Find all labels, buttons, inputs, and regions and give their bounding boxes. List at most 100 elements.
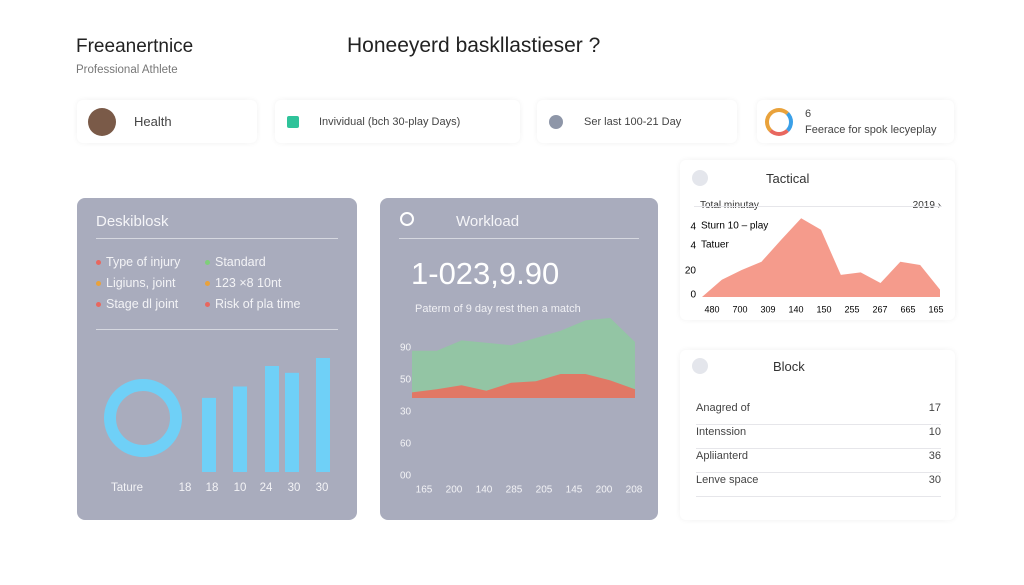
x-tick-label: 145 xyxy=(566,485,583,496)
caption: Paterm of 9 day rest then a match xyxy=(415,303,581,315)
legend-item: Risk of pla time xyxy=(205,297,300,311)
tile-label: Feerace for spok lecyeplay xyxy=(805,123,937,136)
legend-dot xyxy=(205,281,210,287)
tile[interactable]: Invividual (bch 30-play Days) xyxy=(275,100,520,143)
icon xyxy=(692,170,708,186)
avatar xyxy=(88,107,116,136)
divider xyxy=(694,206,942,207)
y-tick-label: 30 xyxy=(400,407,412,418)
table-cell: 30 xyxy=(928,474,941,486)
x-tick-label: 140 xyxy=(476,485,493,496)
series-label: Tatuer xyxy=(701,240,729,251)
legend-item: Type of injury xyxy=(96,255,180,269)
x-tick-label: 665 xyxy=(900,304,915,314)
legend-label: Ligiuns, joint xyxy=(106,276,176,290)
legend-item: 123 ×8 10nt xyxy=(205,276,281,290)
x-label: 30 xyxy=(288,482,301,494)
x-tick-label: 205 xyxy=(536,485,553,496)
panel-title: Workload xyxy=(456,213,520,230)
bar xyxy=(316,358,330,472)
legend-label: Stage dl joint xyxy=(106,297,179,311)
search-icon xyxy=(400,212,414,226)
x-tick-label: 255 xyxy=(844,304,859,314)
tile-label: Health xyxy=(134,114,172,129)
card-subtitle: Total minutay xyxy=(700,200,759,211)
user-icon xyxy=(549,114,563,129)
x-label: 10 xyxy=(234,482,247,494)
app-subtitle: Professional Athlete xyxy=(76,64,178,76)
y-tick-label: 20 xyxy=(685,266,697,277)
legend-label: Type of injury xyxy=(106,255,181,269)
x-tick-label: 140 xyxy=(788,304,803,314)
table-cell: Intenssion xyxy=(696,426,747,438)
x-label: 30 xyxy=(316,482,329,494)
x-label: 18 xyxy=(206,482,219,494)
x-tick-label: 165 xyxy=(416,485,433,496)
area-chart: 4 4 20 0 Sturn 10 – play Tatuer 480 700 309 140 15… xyxy=(685,218,944,314)
x-tick-label: 200 xyxy=(596,485,613,496)
x-tick-label: 200 xyxy=(446,485,463,496)
area xyxy=(412,374,635,398)
y-tick-label: 60 xyxy=(400,439,412,450)
x-tick-label: 700 xyxy=(732,304,747,314)
chart-icon xyxy=(765,107,793,136)
card-title: Block xyxy=(773,359,805,374)
table-cell: Lenve space xyxy=(696,474,759,486)
divider xyxy=(399,238,639,239)
tile[interactable]: Ser last 100-21 Day xyxy=(537,100,737,143)
injury-panel: Deskiblosk Type of injury Standard Ligiuns… xyxy=(77,198,357,520)
area-chart: 90 50 30 60 00 165 200 140 285 205 145 200 208 xyxy=(400,318,643,496)
tile-label: Ser last 100-21 Day xyxy=(584,115,682,128)
app-title: Freeanertnice xyxy=(76,36,194,57)
area xyxy=(702,218,940,297)
page-heading: Honeeyerd baskllastieser ? xyxy=(347,34,601,57)
legend-label: Risk of pla time xyxy=(215,297,301,311)
tile-count: 6 xyxy=(805,107,812,120)
y-tick-label: 0 xyxy=(690,290,696,301)
legend-item: Standard xyxy=(205,255,266,269)
x-tick-label: 267 xyxy=(872,304,887,314)
legend-label: 123 ×8 10nt xyxy=(215,276,282,290)
x-label: 24 xyxy=(260,482,273,494)
bar xyxy=(202,397,216,472)
x-tick-label: 285 xyxy=(506,485,523,496)
x-label: 18 xyxy=(179,482,192,494)
year-selector[interactable]: 2019 › xyxy=(912,200,941,211)
table-row: Anagred of 17 xyxy=(696,402,941,425)
workload-panel: Workload 1-023,9.90 Paterm of 9 day rest… xyxy=(380,198,658,520)
bar xyxy=(265,365,279,472)
donut xyxy=(104,379,182,457)
x-tick-label: 208 xyxy=(626,485,643,496)
legend-dot xyxy=(96,302,101,308)
table-row: Apliianterd 36 xyxy=(696,450,941,473)
panel-title: Deskiblosk xyxy=(96,213,169,230)
legend-dot xyxy=(96,260,101,266)
y-tick-label: 4 xyxy=(690,241,696,252)
icon xyxy=(692,358,708,374)
tile[interactable]: Health xyxy=(77,100,257,143)
bar xyxy=(233,386,247,472)
tactical-card: Tactical Total minutay 2019 › 4 4 20 0 Sturn… xyxy=(680,160,955,320)
legend-item: Stage dl joint xyxy=(96,297,178,311)
y-tick-label: 90 xyxy=(400,343,412,354)
bar-chart: Tature 18 18 10 24 30 30 xyxy=(104,358,330,494)
series-label: Sturn 10 – play xyxy=(701,221,768,232)
legend-dot xyxy=(96,281,101,287)
legend-item: Ligiuns, joint xyxy=(96,276,176,290)
tile[interactable]: 6 Feerace for spok lecyeplay xyxy=(757,100,954,143)
x-label: Tature xyxy=(111,482,143,494)
table-cell: Anagred of xyxy=(696,402,750,414)
bar xyxy=(285,372,299,472)
x-tick-label: 480 xyxy=(704,304,719,314)
legend-dot xyxy=(205,302,210,308)
tile-text: 6 Feerace for spok lecyeplay xyxy=(805,108,936,136)
x-tick-label: 165 xyxy=(928,304,943,314)
y-tick-label: 4 xyxy=(690,222,696,233)
y-tick-label: 00 xyxy=(400,471,412,482)
table-cell: 36 xyxy=(928,450,941,462)
divider xyxy=(96,238,338,239)
divider xyxy=(96,329,338,330)
table-row: Intenssion 10 xyxy=(696,426,941,449)
big-value: 1-023,9.90 xyxy=(411,256,560,291)
